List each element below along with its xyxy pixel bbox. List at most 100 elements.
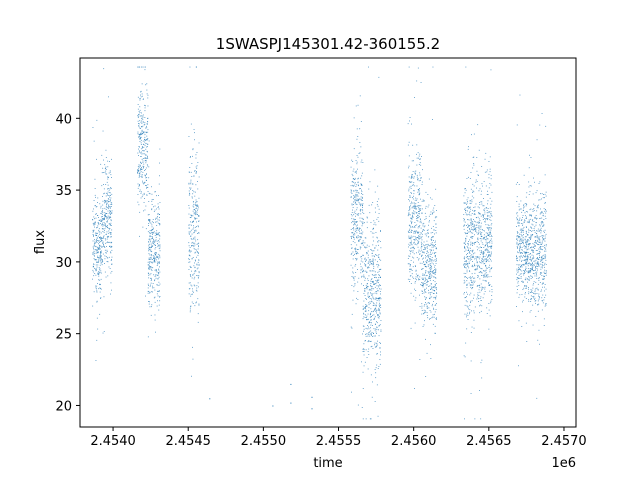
data-point	[426, 259, 428, 261]
data-point	[140, 148, 142, 150]
data-point	[424, 320, 425, 322]
data-point	[140, 115, 142, 117]
data-point	[525, 241, 527, 243]
data-point	[361, 269, 363, 271]
data-point	[543, 278, 545, 280]
data-point	[351, 391, 352, 393]
data-point	[423, 273, 425, 275]
data-point	[435, 297, 436, 299]
data-point	[366, 288, 368, 290]
data-point	[155, 269, 157, 270]
data-point	[469, 252, 471, 254]
data-point	[536, 240, 538, 242]
data-point	[530, 253, 531, 254]
data-point	[528, 237, 530, 238]
data-point	[520, 200, 522, 202]
data-point	[427, 252, 429, 254]
data-point	[411, 218, 413, 220]
data-point	[364, 258, 365, 260]
data-point	[525, 230, 527, 232]
data-point	[527, 257, 529, 259]
data-point	[487, 200, 489, 202]
data-point	[414, 97, 415, 98]
data-point	[360, 205, 361, 207]
data-point	[101, 240, 102, 242]
data-point	[197, 215, 199, 217]
data-point	[410, 203, 412, 205]
data-point	[194, 242, 196, 244]
data-point	[473, 185, 475, 187]
data-point	[540, 290, 542, 292]
data-point	[93, 208, 94, 210]
data-point	[140, 161, 141, 163]
data-point	[472, 287, 474, 288]
data-point	[414, 206, 415, 208]
data-point	[527, 259, 528, 261]
data-point	[361, 200, 363, 201]
data-point	[518, 365, 519, 367]
data-point	[427, 271, 429, 273]
data-point	[487, 246, 489, 248]
data-point	[421, 233, 423, 235]
data-point	[192, 183, 194, 185]
data-point	[480, 268, 482, 269]
data-point	[470, 236, 471, 238]
data-point	[193, 201, 194, 203]
data-point	[98, 273, 100, 275]
data-point	[418, 249, 420, 251]
data-point	[188, 233, 190, 235]
data-point	[146, 139, 148, 141]
data-point	[106, 225, 108, 226]
data-point	[410, 185, 412, 187]
data-point	[140, 152, 142, 154]
data-point	[416, 212, 418, 214]
data-point	[527, 243, 529, 245]
data-point	[484, 258, 486, 260]
data-point	[374, 335, 376, 337]
data-point	[420, 164, 422, 166]
data-point	[189, 156, 191, 158]
data-point	[194, 236, 196, 238]
data-point	[471, 310, 472, 312]
data-point	[190, 305, 192, 307]
data-point	[544, 264, 545, 266]
data-point	[198, 275, 200, 277]
data-point	[353, 237, 355, 238]
data-point	[538, 293, 540, 295]
data-point	[525, 233, 527, 234]
data-point	[140, 171, 142, 173]
data-point	[196, 66, 197, 68]
data-point	[363, 312, 364, 314]
data-point	[411, 160, 413, 162]
data-point	[416, 216, 418, 217]
data-point	[471, 249, 473, 251]
data-point	[144, 153, 146, 155]
data-point	[362, 194, 364, 195]
data-point	[516, 235, 518, 237]
data-point	[482, 214, 484, 216]
data-point	[431, 257, 433, 258]
data-point	[484, 256, 486, 257]
data-point	[485, 185, 487, 187]
data-point	[373, 262, 374, 264]
data-point	[485, 239, 487, 241]
data-point	[527, 268, 529, 269]
data-point	[423, 252, 425, 254]
data-point	[528, 276, 530, 277]
data-point	[542, 225, 543, 227]
data-point	[365, 317, 367, 318]
data-point	[425, 297, 427, 299]
data-point	[426, 256, 428, 258]
data-point	[357, 235, 359, 236]
data-point	[483, 198, 484, 199]
data-point	[149, 233, 151, 234]
data-point	[490, 255, 492, 257]
data-point	[367, 325, 368, 326]
data-point	[100, 278, 102, 280]
data-point	[110, 212, 112, 214]
data-point	[416, 279, 417, 281]
data-point	[539, 277, 540, 279]
data-point	[352, 272, 354, 274]
data-point	[99, 247, 100, 249]
data-point	[103, 243, 104, 245]
